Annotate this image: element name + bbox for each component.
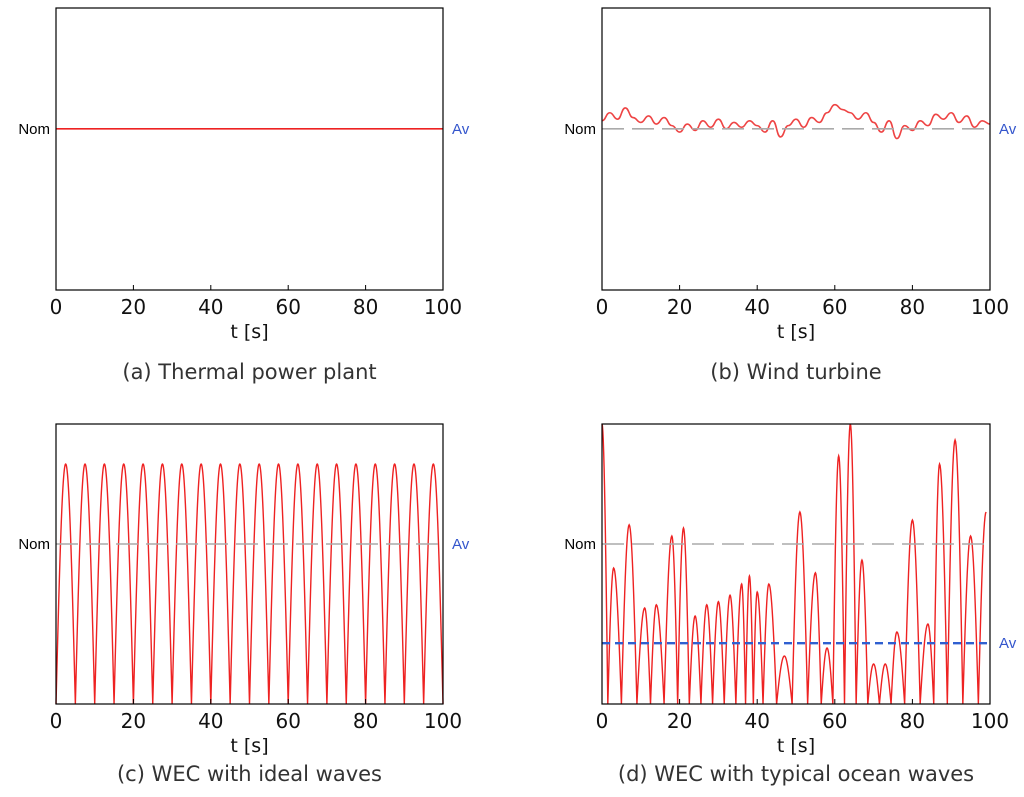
nominal-label: Nom: [564, 536, 596, 553]
panel-thermal-power-plant: 0 20 40 60 80 100 Nom Av t [s] (a) Thermal po…: [18, 7, 470, 384]
x-tick-label: 0: [50, 295, 63, 319]
x-axis-label: t [s]: [777, 321, 815, 343]
average-label: Av: [452, 121, 470, 138]
x-tick-label: 80: [900, 709, 925, 733]
x-tick-label: 100: [424, 709, 462, 733]
x-tick-label: 80: [900, 295, 925, 319]
nominal-label: Nom: [564, 121, 596, 138]
average-label: Av: [999, 121, 1017, 138]
x-tick-label: 60: [275, 709, 300, 733]
x-tick-label: 60: [822, 709, 847, 733]
series-line: [601, 423, 987, 705]
x-tick-label: 40: [198, 709, 223, 733]
average-label: Av: [452, 536, 470, 553]
series-line: [601, 103, 991, 140]
plot-frame: [601, 7, 991, 291]
x-tick-label: 20: [121, 295, 146, 319]
x-tick-label: 20: [667, 709, 692, 733]
x-tick-label: 80: [353, 295, 378, 319]
x-tick-label: 100: [424, 295, 462, 319]
panel-caption: (c) WEC with ideal waves: [117, 762, 382, 786]
x-tick-label: 40: [198, 295, 223, 319]
panel-caption: (d) WEC with typical ocean waves: [618, 762, 974, 786]
plot-frame: [601, 423, 991, 705]
x-tick-label: 0: [596, 709, 609, 733]
x-axis-ticks: 0 20 40 60 80 100: [596, 285, 1009, 319]
panel-caption: (b) Wind turbine: [710, 360, 881, 384]
x-tick-label: 20: [121, 709, 146, 733]
panel-wec-typical-ocean-waves: 0 20 40 60 80 100 Nom Av t [s] (d) WEC with t…: [564, 423, 1017, 786]
x-tick-label: 0: [50, 709, 63, 733]
x-tick-label: 60: [822, 295, 847, 319]
x-tick-label: 40: [744, 295, 769, 319]
x-tick-label: 20: [667, 295, 692, 319]
plot-frame: [55, 423, 444, 705]
series-line: [55, 463, 444, 705]
x-tick-label: 60: [275, 295, 300, 319]
x-tick-label: 40: [744, 709, 769, 733]
plot-frame: [55, 7, 444, 291]
x-axis-ticks: 0 20 40 60 80 100: [50, 285, 462, 319]
x-axis-label: t [s]: [230, 735, 268, 757]
x-axis-label: t [s]: [777, 735, 815, 757]
panel-caption: (a) Thermal power plant: [122, 360, 376, 384]
x-tick-label: 100: [971, 295, 1009, 319]
panel-wec-ideal-waves: 0 20 40 60 80 100 Nom Av t [s] (c) WEC with i…: [18, 423, 470, 786]
x-tick-label: 100: [971, 709, 1009, 733]
average-label: Av: [999, 635, 1017, 652]
x-tick-label: 0: [596, 295, 609, 319]
x-axis-ticks: 0 20 40 60 80 100: [50, 699, 462, 733]
x-axis-label: t [s]: [230, 321, 268, 343]
nominal-label: Nom: [18, 121, 50, 138]
panel-wind-turbine: 0 20 40 60 80 100 Nom Av t [s] (b) Wind turbi…: [564, 7, 1017, 384]
x-tick-label: 80: [353, 709, 378, 733]
nominal-label: Nom: [18, 536, 50, 553]
x-axis-ticks: 0 20 40 60 80 100: [596, 699, 1009, 733]
